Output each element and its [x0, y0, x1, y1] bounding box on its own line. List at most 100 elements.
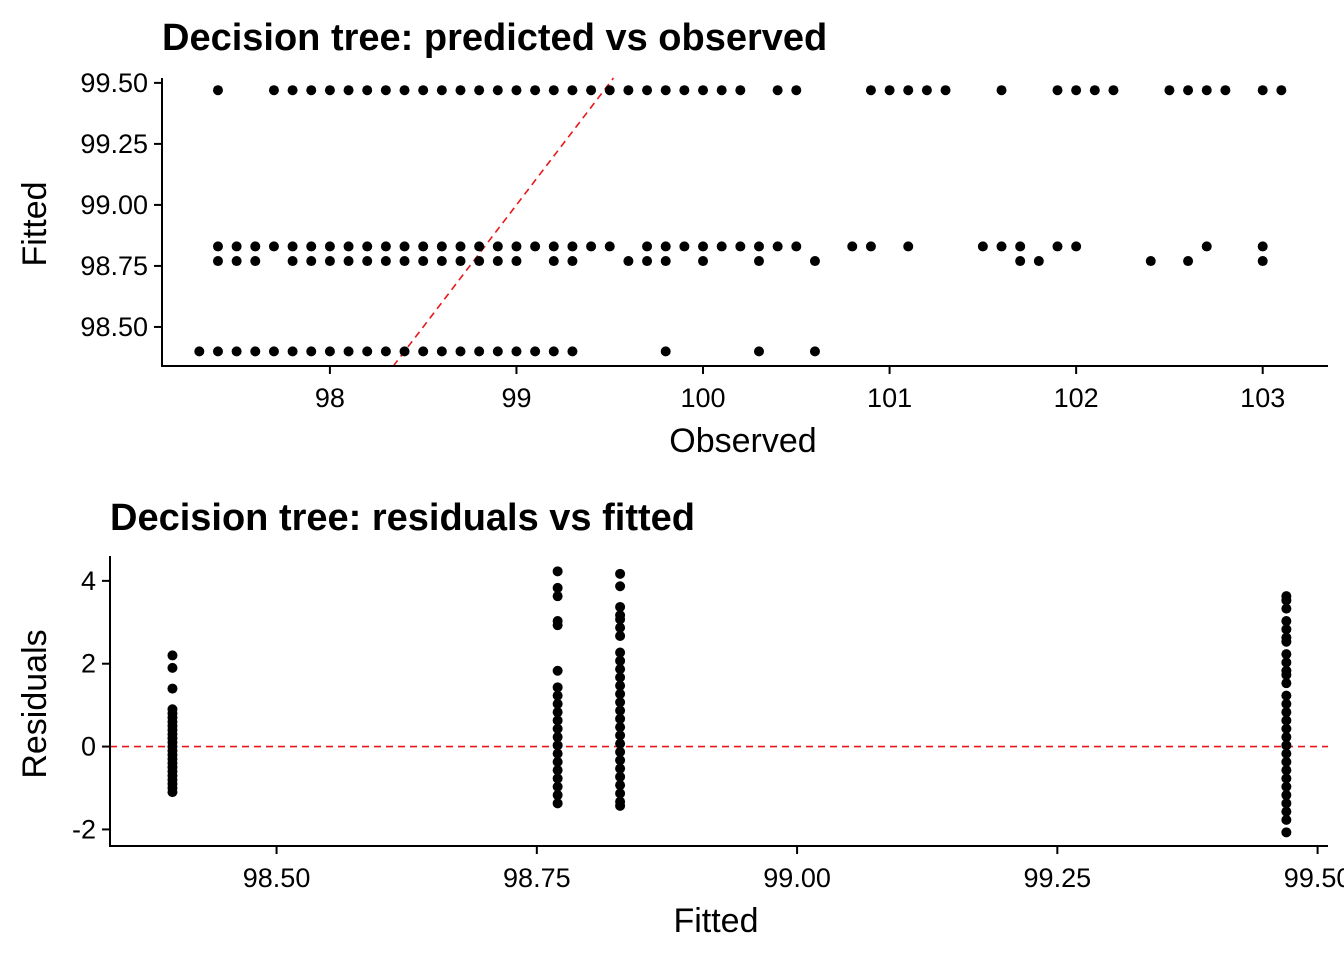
data-point — [716, 241, 727, 252]
panel1-y-tick-label: 99.00 — [80, 190, 148, 220]
data-point — [530, 85, 541, 96]
data-point — [679, 85, 690, 96]
data-point — [1220, 85, 1231, 96]
data-point — [791, 241, 802, 252]
data-point — [1281, 765, 1292, 776]
data-point — [735, 85, 746, 96]
data-point — [194, 346, 205, 357]
data-point — [716, 85, 727, 96]
panel2-x-tick-label: 99.25 — [1024, 863, 1092, 893]
data-point — [287, 256, 298, 267]
data-point — [660, 256, 671, 267]
data-point — [1183, 85, 1194, 96]
data-point — [1281, 624, 1292, 635]
data-point — [1033, 256, 1044, 267]
data-point — [615, 738, 626, 749]
data-point — [698, 85, 709, 96]
data-point — [474, 85, 485, 96]
data-point — [615, 800, 626, 811]
data-point — [343, 256, 354, 267]
data-point — [306, 256, 317, 267]
data-point — [306, 346, 317, 357]
data-point — [623, 256, 634, 267]
data-point — [698, 256, 709, 267]
data-point — [809, 346, 820, 357]
data-point — [552, 665, 563, 676]
data-point — [1281, 616, 1292, 627]
data-point — [324, 85, 335, 96]
data-point — [615, 722, 626, 733]
data-point — [362, 346, 373, 357]
data-point — [268, 346, 279, 357]
panel2-x-axis-label: Fitted — [673, 902, 758, 940]
data-point — [567, 346, 578, 357]
data-point — [586, 241, 597, 252]
data-point — [865, 85, 876, 96]
data-point — [250, 346, 261, 357]
data-point — [343, 346, 354, 357]
data-point — [1281, 773, 1292, 784]
data-point — [287, 85, 298, 96]
data-point — [1052, 241, 1063, 252]
data-point — [343, 85, 354, 96]
data-point — [865, 241, 876, 252]
data-point — [167, 787, 178, 798]
data-point — [436, 346, 447, 357]
data-point — [772, 241, 783, 252]
data-point — [615, 788, 626, 799]
panel2-y-tick-label: 4 — [81, 566, 96, 596]
data-point — [753, 241, 764, 252]
data-point — [552, 620, 563, 631]
panel1-y-tick-label: 98.75 — [80, 251, 148, 281]
panel1-reference-line — [392, 77, 615, 367]
data-point — [698, 241, 709, 252]
data-point — [615, 730, 626, 741]
panel2-x-tick-label: 99.00 — [763, 863, 831, 893]
data-point — [511, 241, 522, 252]
data-point — [552, 698, 563, 709]
data-point — [212, 346, 223, 357]
data-point — [615, 647, 626, 658]
data-point — [642, 85, 653, 96]
data-point — [642, 256, 653, 267]
panel2-title: Decision tree: residuals vs fitted — [110, 497, 695, 539]
data-point — [1257, 85, 1268, 96]
data-point — [492, 256, 503, 267]
panel1-y-axis-label: Fitted — [16, 181, 54, 266]
data-point — [212, 85, 223, 96]
data-point — [212, 241, 223, 252]
data-point — [679, 241, 690, 252]
data-point — [1281, 748, 1292, 759]
data-point — [615, 581, 626, 592]
data-point — [615, 755, 626, 766]
data-point — [1281, 698, 1292, 709]
data-point — [250, 256, 261, 267]
data-point — [552, 798, 563, 809]
data-point — [380, 85, 391, 96]
data-point — [548, 256, 559, 267]
data-point — [418, 346, 429, 357]
data-point — [642, 241, 653, 252]
data-point — [1108, 85, 1119, 96]
data-point — [306, 85, 317, 96]
data-point — [436, 256, 447, 267]
data-point — [660, 346, 671, 357]
panel2-x-tick-label: 98.50 — [243, 863, 311, 893]
data-point — [1281, 798, 1292, 809]
data-point — [791, 85, 802, 96]
data-point — [615, 601, 626, 612]
data-point — [418, 256, 429, 267]
data-point — [586, 85, 597, 96]
panel2-ticks: 98.50 98.75 99.00 99.25 99.50 -2 0 2 4 — [72, 566, 1344, 893]
data-point — [552, 690, 563, 701]
data-point — [552, 582, 563, 593]
data-point — [753, 346, 764, 357]
data-point — [1281, 732, 1292, 743]
data-point — [399, 346, 410, 357]
data-point — [436, 241, 447, 252]
data-point — [530, 241, 541, 252]
data-point — [996, 241, 1007, 252]
data-point — [552, 756, 563, 767]
data-point — [660, 241, 671, 252]
panel1-y-tick-label: 98.50 — [80, 312, 148, 342]
